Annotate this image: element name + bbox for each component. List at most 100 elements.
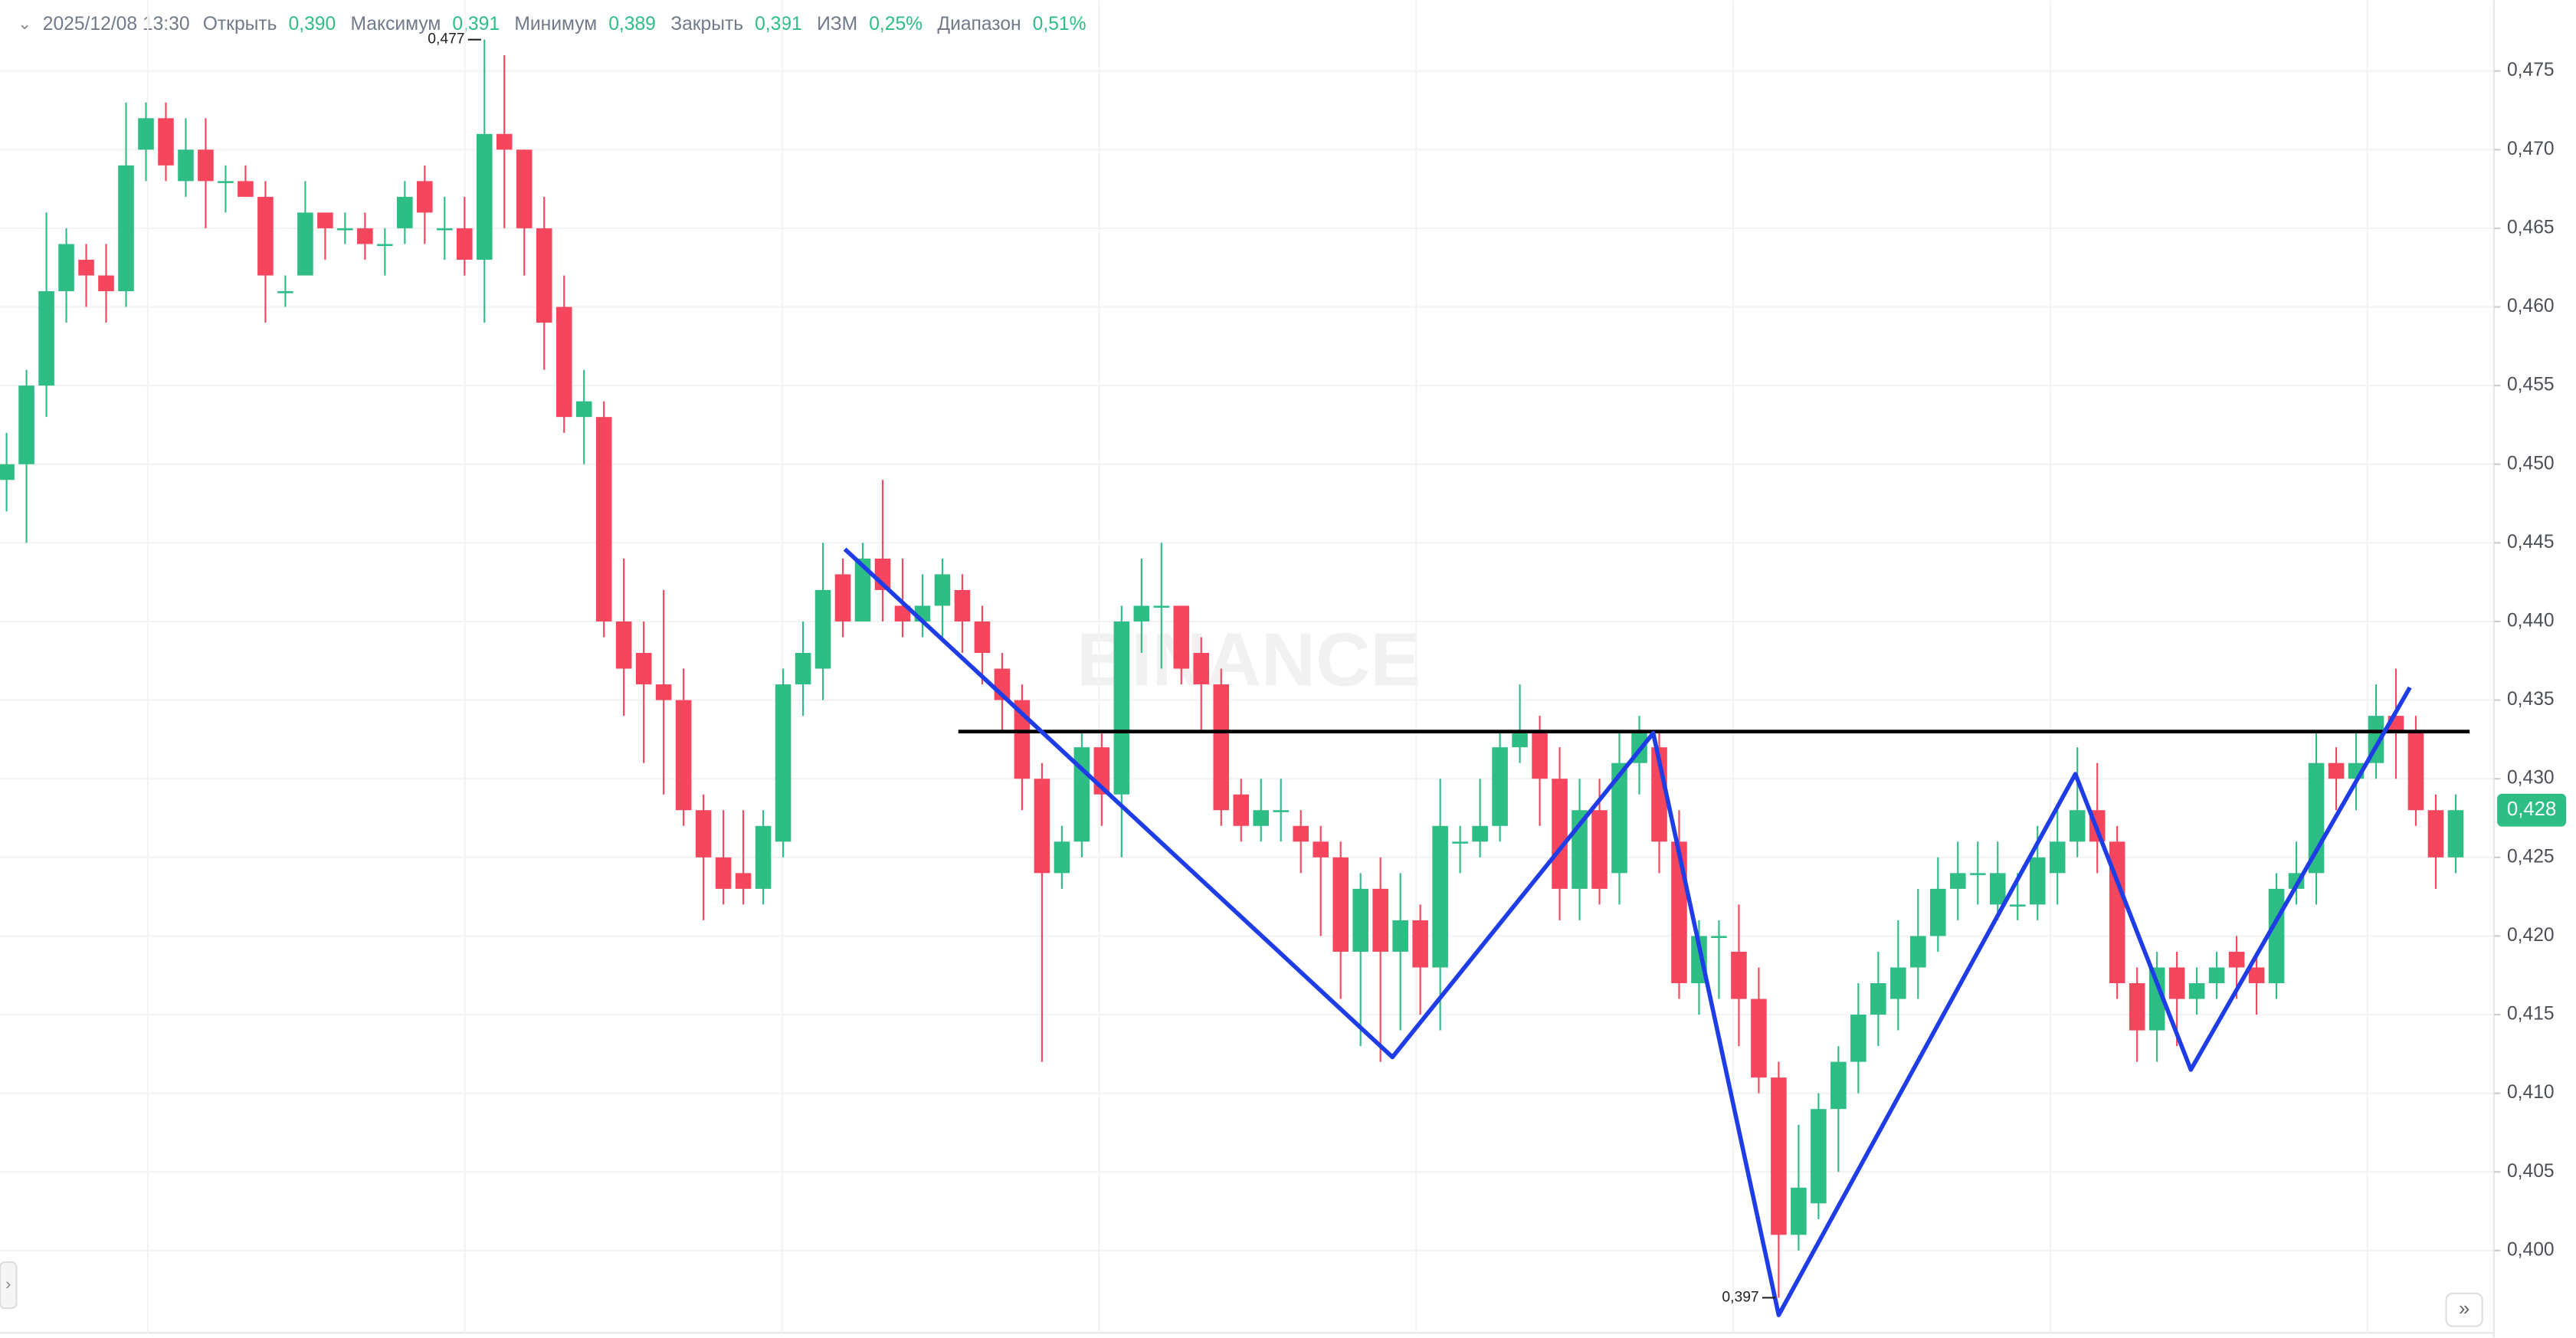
candle-body <box>2268 888 2285 983</box>
scroll-right-button[interactable] <box>2445 1292 2483 1327</box>
candle-body <box>1711 936 1727 938</box>
y-tick-label: 0,430 <box>2507 768 2555 789</box>
y-tick-label: 0,460 <box>2507 296 2555 316</box>
header-label: Минимум <box>514 14 597 34</box>
candle-body <box>78 259 94 276</box>
candle-body <box>595 417 612 621</box>
candle-body <box>556 307 572 418</box>
candle-body <box>357 228 373 244</box>
header-label: Открыть <box>203 14 277 34</box>
candle-body <box>1949 873 1966 889</box>
candle-body <box>58 244 74 292</box>
y-tick-label: 0,425 <box>2507 846 2555 867</box>
candle-body <box>2328 762 2345 779</box>
candle-body <box>2049 841 2066 874</box>
header-time: 2025/12/08 13:30 <box>43 14 190 34</box>
header-label: ИЗМ <box>817 14 857 34</box>
candle-body <box>1611 762 1627 874</box>
candle-body <box>257 196 274 276</box>
candle-body <box>277 291 293 294</box>
candle-body <box>2129 982 2145 1031</box>
candle-body <box>1253 810 1270 826</box>
candle-body <box>1153 605 1170 608</box>
candle-body <box>1910 936 1926 968</box>
last-price-tag <box>2497 793 2567 827</box>
watermark: BINANCE <box>1077 618 1421 702</box>
candle-body <box>1591 810 1608 889</box>
candle-body <box>1771 1077 1787 1235</box>
header-value: 0,51% <box>1033 14 1086 34</box>
zigzag-line <box>843 547 2412 1317</box>
header-label: Максимум <box>351 14 441 34</box>
y-tick-label: 0,415 <box>2507 1004 2555 1025</box>
annotation-label: 0,477 <box>428 31 464 48</box>
candle-body <box>456 228 473 260</box>
candle-body <box>2109 841 2125 983</box>
candle-body <box>715 857 732 889</box>
candle-body <box>1133 605 1150 621</box>
y-tick-label: 0,435 <box>2507 689 2555 710</box>
candle-body <box>894 605 911 621</box>
candle-body <box>536 228 552 323</box>
y-tick-label: 0,405 <box>2507 1161 2555 1182</box>
candle-body <box>1532 731 1548 779</box>
candle-body <box>377 244 393 247</box>
candle-body <box>1233 794 1250 826</box>
candle-body <box>1850 1015 1866 1062</box>
header: ⌄ 2025/12/08 13:30 Открыть 0,390 Максимум 0,3… <box>18 14 1086 34</box>
candle-body <box>158 118 174 166</box>
candle-body <box>1890 967 1906 999</box>
candle-body <box>0 464 15 480</box>
candle-body <box>1332 857 1349 952</box>
candle-body <box>317 212 333 228</box>
header-caret: ⌄ <box>18 15 31 33</box>
header-label: Закрыть <box>670 14 743 34</box>
candle-body <box>1811 1109 1827 1204</box>
candle-body <box>417 181 433 213</box>
candle-body <box>118 165 134 292</box>
candle-body <box>2407 731 2424 811</box>
candle-body <box>954 589 971 621</box>
candle-body <box>476 133 493 260</box>
candle-body <box>18 385 34 464</box>
candle-body <box>198 149 214 182</box>
candle-body <box>1751 999 1767 1078</box>
candle-body <box>1512 731 1528 748</box>
side-toggle[interactable] <box>0 1261 18 1310</box>
header-value: 0,389 <box>608 14 656 34</box>
candle-body <box>834 574 851 621</box>
header-value: 0,391 <box>452 14 500 34</box>
last-price-label: 0,428 <box>2507 799 2556 820</box>
candle-body <box>1034 779 1050 874</box>
y-tick-label: 0,450 <box>2507 453 2555 474</box>
candle-body <box>1969 873 1986 875</box>
candle-body <box>98 275 114 292</box>
scroll-right-icon: » <box>2459 1298 2469 1320</box>
candle-body <box>1213 684 1230 811</box>
candle-body <box>695 810 712 858</box>
candle-body <box>496 133 513 150</box>
candle-body <box>397 196 413 228</box>
candle-body <box>1372 888 1388 952</box>
candle-body <box>655 684 672 700</box>
candle-body <box>1054 841 1070 874</box>
candle-body <box>1412 920 1428 968</box>
y-tick-label: 0,445 <box>2507 532 2555 553</box>
candle-body <box>1432 825 1448 968</box>
candle-body <box>1830 1061 1847 1110</box>
candle-body <box>1870 982 1886 1015</box>
candle-body <box>436 228 453 231</box>
candle-body <box>735 873 752 889</box>
y-tick-label: 0,440 <box>2507 610 2555 631</box>
candle-body <box>2427 810 2444 858</box>
candle-body <box>178 149 194 182</box>
candle-body <box>1313 841 1329 858</box>
candle-body <box>1552 779 1568 889</box>
candle-body <box>2029 857 2046 905</box>
candle-body <box>795 653 811 685</box>
candle-body <box>516 149 533 228</box>
candle-body <box>138 118 154 150</box>
candle-body <box>2009 904 2026 907</box>
